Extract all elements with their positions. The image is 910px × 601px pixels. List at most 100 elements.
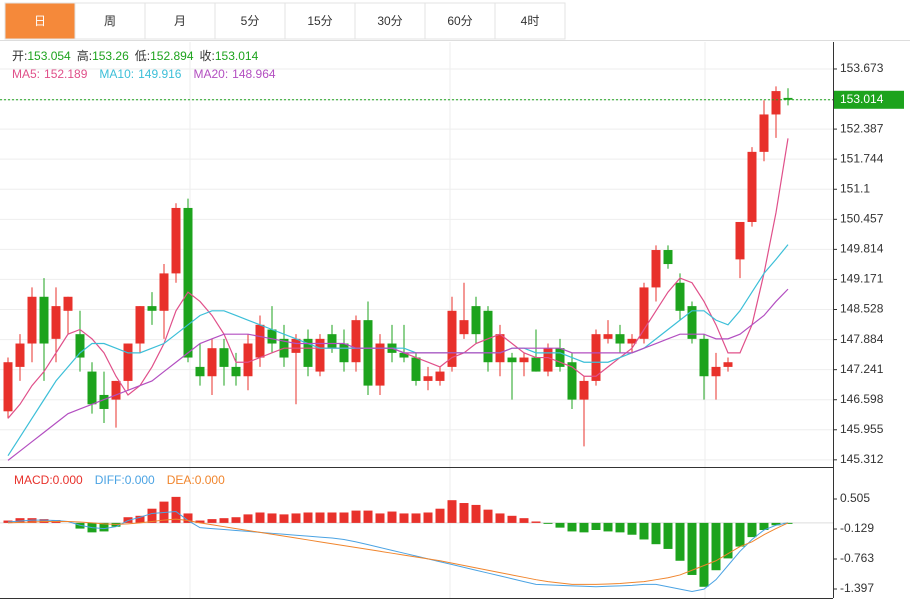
tab-label[interactable]: 5分 [241,14,260,28]
y-tick-label: 147.884 [840,332,884,346]
candle-body [471,306,481,335]
dea-line [7,518,789,585]
tab[interactable] [74,2,146,40]
macd-bar [411,513,421,523]
macd-bar [363,510,373,523]
macd-bar [567,522,577,532]
ma-legend-name: MA10: [99,67,134,81]
ma-legend-value: 152.189 [44,67,88,81]
ma-legend-value: 148.964 [232,67,276,81]
candle-body [411,357,421,381]
candle-body [339,343,349,363]
candle-body [711,366,721,377]
candle-body [543,348,553,372]
macd-bar [291,513,301,523]
macd-bar [531,521,541,523]
candle-body [675,282,685,311]
candle-body [267,329,277,344]
macd-bar [171,496,181,523]
candle-body [183,207,193,358]
y-tick-label: 152.387 [840,121,884,135]
macd-bar [699,522,709,587]
macd-bar [243,514,253,523]
candle-body [759,114,769,152]
y-tick-label: -1.397 [840,581,874,595]
macd-bar [519,518,529,523]
tab-label[interactable]: 60分 [447,14,472,28]
macd-bar [579,522,589,533]
candle-body [231,366,241,377]
tab[interactable] [494,2,566,40]
tab[interactable] [354,2,426,40]
y-tick-label: 153.673 [840,61,884,75]
macd-bar [747,522,757,538]
tab-label[interactable]: 日 [34,14,46,28]
candle-body [627,338,637,344]
ohlc-value: 153.26 [92,49,129,63]
candle-body [99,394,109,409]
tab[interactable] [4,2,76,40]
candle-body [555,348,565,367]
candle-body [87,371,97,405]
ohlc-label: 开: [12,49,27,63]
y-tick-label: 149.814 [840,242,884,256]
tab-label[interactable]: 月 [174,14,186,28]
macd-bar [423,512,433,523]
ma-line [7,244,789,457]
price-tag-label: 153.014 [840,92,884,106]
candle-body [171,207,181,274]
candle-body [687,306,697,339]
candle-body [519,357,529,363]
macd-bar [219,518,229,523]
candle-body [459,320,469,335]
candle-body [3,362,13,412]
macd-bar [471,504,481,523]
macd-bar [591,522,601,531]
ohlc-info: 开:153.054 高:153.26 低:152.894 收:153.014 [12,48,259,63]
macd-bar [447,500,457,523]
ohlc-label: 收: [200,49,215,63]
macd-bar [99,522,109,532]
candle-body [255,324,265,358]
macd-bar [327,512,337,523]
macd-bar [603,522,613,532]
candle-body [51,306,61,339]
candle-body [483,310,493,363]
tab-label[interactable]: 15分 [307,14,332,28]
macd-bar [507,515,517,523]
macd-bar [435,508,445,523]
y-tick-label: 148.528 [840,302,884,316]
candle-body [651,250,661,288]
tab[interactable] [284,2,356,40]
tab[interactable] [214,2,286,40]
macd-bar [135,515,145,523]
macd-bar [735,522,745,547]
ohlc-value: 153.014 [215,49,259,63]
candle-body [303,338,313,367]
candle-body [135,306,145,344]
ma-line [7,288,789,461]
candle-body [327,334,337,349]
tab[interactable] [144,2,216,40]
macd-bar [543,522,553,524]
tab-label[interactable]: 4时 [521,14,540,28]
macd-bar [639,522,649,540]
candle-body [579,380,589,400]
candle-body [195,366,205,377]
tab-label[interactable]: 30分 [377,14,402,28]
candle-body [747,151,757,222]
candle-body [111,380,121,400]
tab-label[interactable]: 周 [104,14,116,28]
y-tick-label: -0.763 [840,551,874,565]
candle-body [723,362,733,367]
macd-bar [351,510,361,523]
candle-body [207,348,217,377]
candle-body [351,320,361,363]
tab-bar: 日 周 月 5分 15分 30分 60分 4时 [4,2,566,40]
ohlc-value: 152.894 [150,49,194,63]
ohlc-label: 低: [135,49,150,63]
ma-legend-name: MA5: [12,67,40,81]
candle-body [399,352,409,358]
y-tick-label: 146.598 [840,392,884,406]
candle-body [783,97,793,100]
